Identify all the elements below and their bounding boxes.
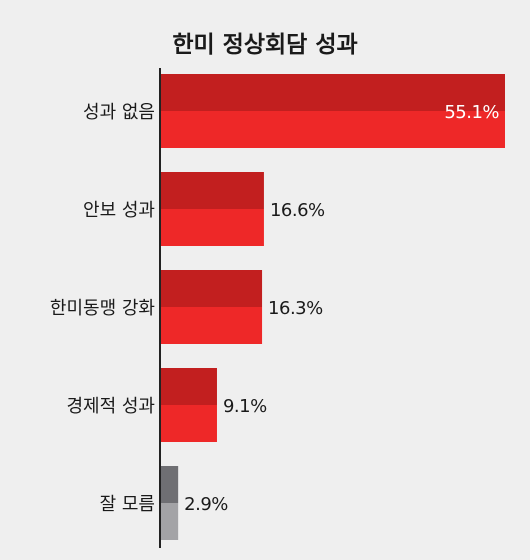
bar (160, 270, 263, 344)
value-label: 55.1% (444, 102, 499, 123)
value-label: 16.3% (268, 298, 323, 319)
value-label: 2.9% (184, 494, 228, 515)
category-label: 한미동맹 강화 (50, 298, 155, 319)
category-label: 성과 없음 (83, 102, 155, 123)
bar-lower-band (160, 111, 505, 148)
category-label: 경제적 성과 (66, 396, 155, 417)
chart-title: 한미 정상회담 성과 (172, 32, 357, 58)
bar (160, 74, 505, 148)
bar-upper-band (160, 74, 505, 111)
category-label: 잘 모름 (100, 494, 155, 515)
value-label: 9.1% (223, 396, 267, 417)
bar-lower-band (160, 503, 179, 540)
bar-upper-band (160, 466, 179, 503)
category-label: 안보 성과 (83, 200, 155, 221)
bar-lower-band (160, 307, 263, 344)
bar-upper-band (160, 368, 217, 405)
bar (160, 172, 264, 246)
bar-upper-band (160, 270, 263, 307)
bar-lower-band (160, 405, 217, 442)
value-label: 16.6% (270, 200, 325, 221)
bar (160, 466, 179, 540)
bar (160, 368, 217, 442)
bar-lower-band (160, 209, 264, 246)
bar-upper-band (160, 172, 264, 209)
bars-group: 성과 없음 55.1% 안보 성과 16.6% 한미동맹 강화 16.3% 경제적 성과 9.… (50, 74, 505, 540)
